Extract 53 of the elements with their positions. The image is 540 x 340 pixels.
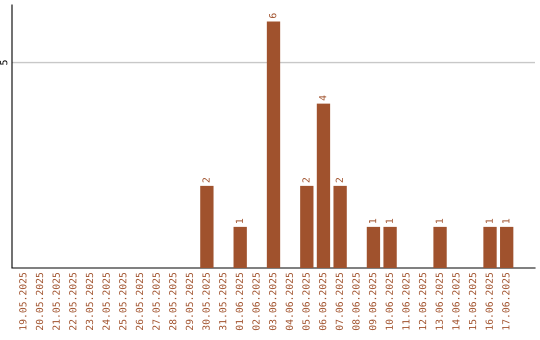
x-tick-label: 05.06.2025 xyxy=(302,272,310,330)
data-label: 1 xyxy=(236,218,243,223)
bar xyxy=(500,226,514,268)
x-tick-label: 23.05.2025 xyxy=(86,272,94,330)
x-tick-label: 10.06.2025 xyxy=(386,272,393,330)
x-tick-label: 29.05.2025 xyxy=(186,272,194,330)
x-tick-label: 25.05.2025 xyxy=(119,272,126,330)
data-label: 2 xyxy=(336,178,343,182)
x-tick-label: 15.06.2025 xyxy=(468,272,476,330)
x-tick-label: 09.06.2025 xyxy=(368,272,376,330)
x-tick-label: 07.06.2025 xyxy=(336,272,343,330)
x-tick-label: 24.05.2025 xyxy=(102,272,110,330)
bar xyxy=(316,104,330,268)
bar xyxy=(366,226,380,268)
x-tick-label: 26.05.2025 xyxy=(136,272,144,330)
x-tick-label: 21.05.2025 xyxy=(52,272,60,330)
x-tick-label: 04.06.2025 xyxy=(286,272,294,330)
data-label: 4 xyxy=(319,95,326,100)
data-label: 1 xyxy=(502,218,510,223)
data-label: 2 xyxy=(302,178,310,182)
y-tick-label: 5 xyxy=(0,60,8,65)
x-tick-label: 16.06.2025 xyxy=(486,272,493,330)
data-label: 1 xyxy=(369,218,376,223)
data-label: 6 xyxy=(268,13,276,18)
x-tick-label: 06.06.2025 xyxy=(318,272,326,330)
bar xyxy=(483,226,497,268)
x-tick-label: 03.06.2025 xyxy=(268,272,276,330)
bar xyxy=(383,226,397,268)
data-label: 1 xyxy=(486,218,493,223)
bar xyxy=(333,186,347,268)
x-tick-label: 30.05.2025 xyxy=(202,272,210,330)
bar xyxy=(433,226,447,268)
x-tick-label: 13.06.2025 xyxy=(436,272,443,330)
bar xyxy=(234,226,247,268)
x-tick-label: 11.06.2025 xyxy=(402,272,410,330)
bar xyxy=(300,186,314,268)
data-label: 1 xyxy=(436,218,443,223)
x-tick-label: 08.06.2025 xyxy=(352,272,360,330)
x-tick-label: 20.05.2025 xyxy=(36,272,44,330)
x-tick-label: 17.06.2025 xyxy=(502,272,510,330)
x-tick-label: 28.05.2025 xyxy=(169,272,176,330)
x-tick-label: 01.06.2025 xyxy=(236,272,244,330)
x-tick-label: 12.06.2025 xyxy=(418,272,426,330)
bar xyxy=(200,186,214,268)
x-tick-label: 22.05.2025 xyxy=(69,272,76,330)
data-label: 1 xyxy=(386,218,393,223)
x-tick-label: 02.06.2025 xyxy=(252,272,260,330)
bar xyxy=(266,21,280,268)
x-tick-label: 27.05.2025 xyxy=(152,272,160,330)
x-tick-label: 19.05.2025 xyxy=(19,272,27,330)
x-tick-label: 14.06.2025 xyxy=(452,272,460,330)
x-tick-label: 31.05.2025 xyxy=(219,272,226,330)
data-label: 2 xyxy=(202,178,210,182)
